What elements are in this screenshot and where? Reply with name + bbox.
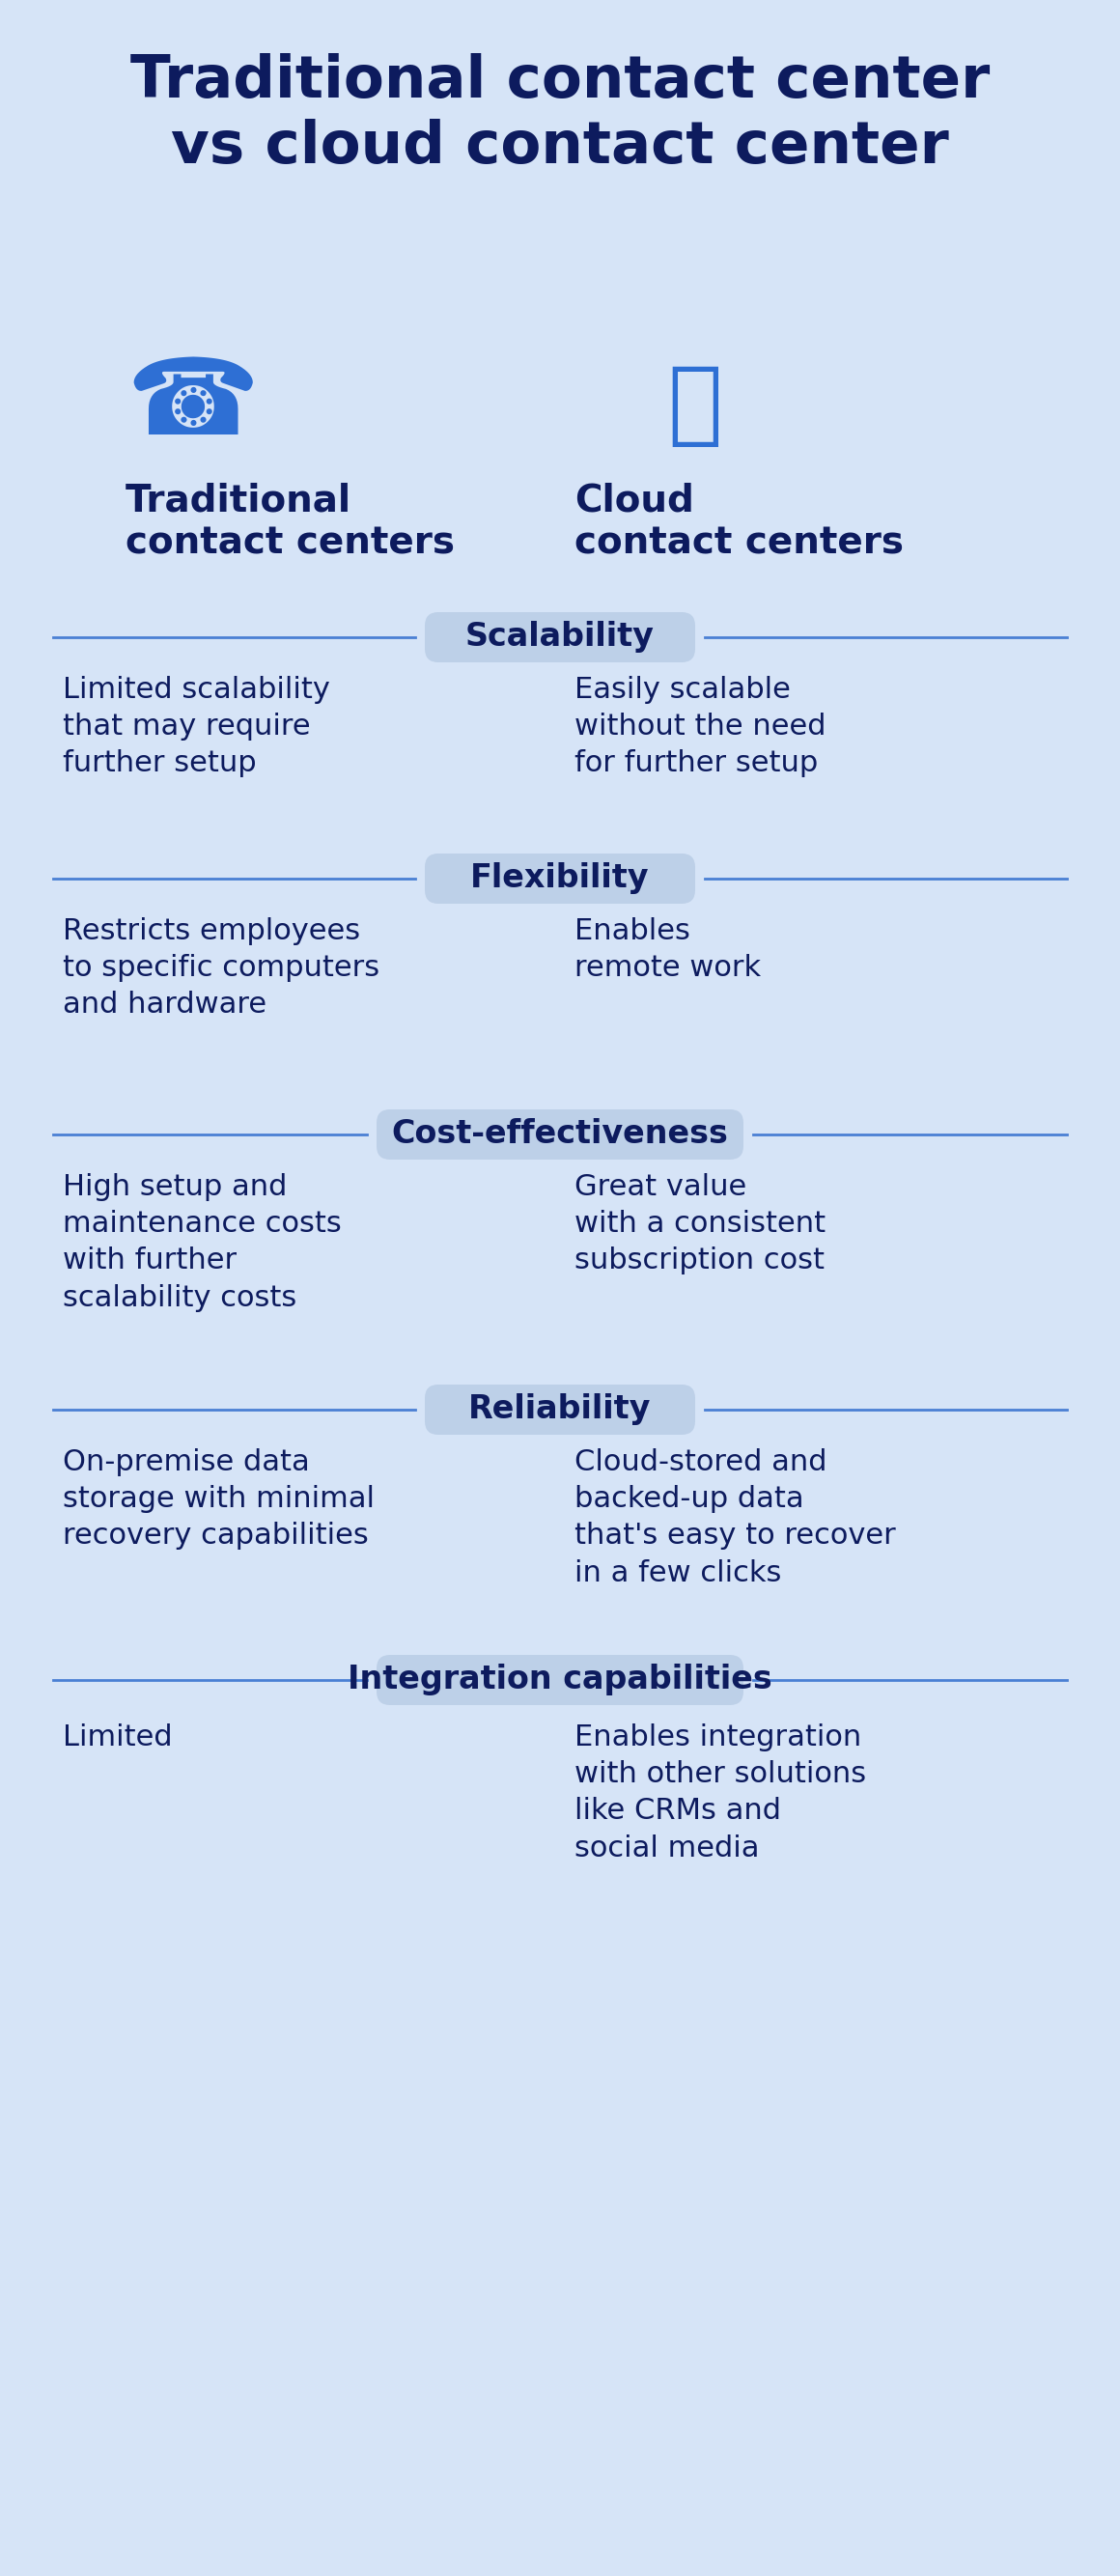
FancyBboxPatch shape [376, 1110, 744, 1159]
Text: Cloud
contact centers: Cloud contact centers [575, 482, 904, 562]
Text: Cost-effectiveness: Cost-effectiveness [392, 1118, 728, 1151]
FancyBboxPatch shape [424, 613, 696, 662]
Text: Great value
with a consistent
subscription cost: Great value with a consistent subscripti… [575, 1172, 825, 1275]
Text: 🎧: 🎧 [668, 361, 722, 451]
Text: On-premise data
storage with minimal
recovery capabilities: On-premise data storage with minimal rec… [63, 1448, 374, 1551]
Text: Reliability: Reliability [468, 1394, 652, 1425]
Text: Easily scalable
without the need
for further setup: Easily scalable without the need for fur… [575, 675, 827, 778]
Text: Flexibility: Flexibility [470, 863, 650, 894]
FancyBboxPatch shape [424, 853, 696, 904]
FancyBboxPatch shape [376, 1654, 744, 1705]
Text: Traditional contact center
vs cloud contact center: Traditional contact center vs cloud cont… [130, 54, 990, 175]
Text: Enables
remote work: Enables remote work [575, 917, 760, 981]
Text: Enables integration
with other solutions
like CRMs and
social media: Enables integration with other solutions… [575, 1723, 866, 1862]
Text: Restricts employees
to specific computers
and hardware: Restricts employees to specific computer… [63, 917, 380, 1020]
Text: Limited: Limited [63, 1723, 172, 1752]
Text: ☎: ☎ [127, 353, 260, 456]
Text: Integration capabilities: Integration capabilities [347, 1664, 773, 1695]
Text: Scalability: Scalability [466, 621, 654, 654]
FancyBboxPatch shape [424, 1383, 696, 1435]
Text: High setup and
maintenance costs
with further
scalability costs: High setup and maintenance costs with fu… [63, 1172, 342, 1311]
Text: Limited scalability
that may require
further setup: Limited scalability that may require fur… [63, 675, 330, 778]
Text: Traditional
contact centers: Traditional contact centers [125, 482, 455, 562]
Text: Cloud-stored and
backed-up data
that's easy to recover
in a few clicks: Cloud-stored and backed-up data that's e… [575, 1448, 896, 1587]
